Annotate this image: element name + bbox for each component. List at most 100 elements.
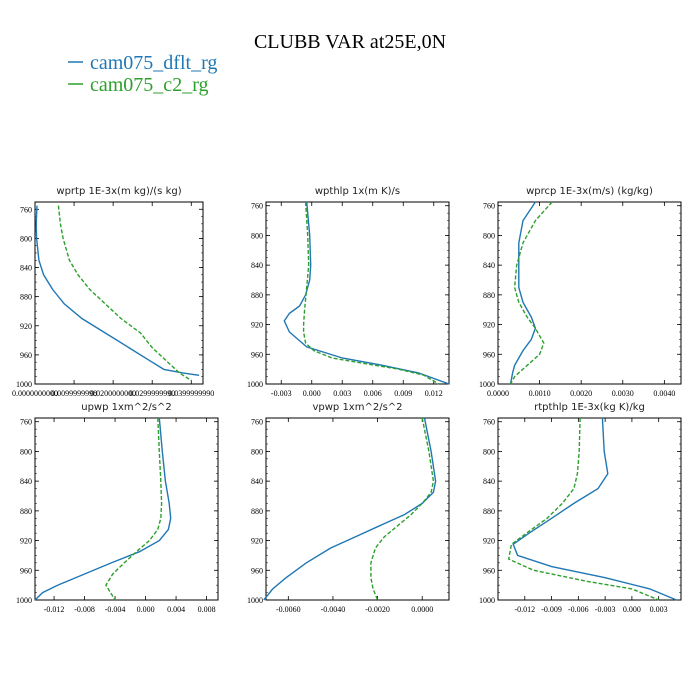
y-tick-label: 960 xyxy=(483,350,495,359)
y-tick-label: 840 xyxy=(483,261,495,270)
series-line-c2 xyxy=(509,201,553,385)
x-tick-label: 0.003 xyxy=(333,389,351,398)
plot-frame xyxy=(497,417,682,601)
panel-title: upwp 1xm^2/s^2 xyxy=(81,402,171,413)
x-tick-label: 0.0000 xyxy=(411,605,433,614)
series-line-c2 xyxy=(302,201,440,385)
y-tick-label: 840 xyxy=(251,477,263,486)
y-tick-label: 760 xyxy=(20,418,32,427)
series-line-dflt xyxy=(34,417,172,601)
panel-title: wpthlp 1x(m K)/s xyxy=(315,186,400,197)
panel-6: rtpthlp 1E-3x(kg K)/kg 760 800 840 880 920 960… xyxy=(479,402,682,614)
y-tick-label: 760 xyxy=(251,418,263,427)
x-tick-label: 0.003 xyxy=(650,605,668,614)
y-tick-label: 800 xyxy=(483,231,495,240)
x-tick-label: 0.0399999990 xyxy=(168,389,214,398)
series-line-dflt xyxy=(512,417,677,601)
y-tick-label: 880 xyxy=(20,507,32,516)
x-tick-label: 0.0020 xyxy=(570,389,592,398)
series-line-c2 xyxy=(507,417,659,601)
panel-title: rtpthlp 1E-3x(kg K)/kg xyxy=(534,402,645,413)
plot-frame xyxy=(34,201,204,385)
legend-label-dflt: cam075_dflt_rg xyxy=(90,52,217,74)
y-tick-label: 960 xyxy=(251,350,263,359)
x-tick-label: -0.008 xyxy=(74,605,95,614)
x-tick-label: -0.0040 xyxy=(321,605,346,614)
panel-title: wprcp 1E-3x(m/s) (kg/kg) xyxy=(526,186,653,197)
y-tick-label: 880 xyxy=(20,293,32,302)
y-tick-label: 880 xyxy=(251,291,263,300)
x-tick-label: 0.0200000000 xyxy=(90,389,136,398)
y-tick-label: 1000 xyxy=(16,596,32,605)
y-tick-label: 1000 xyxy=(479,380,495,389)
y-tick-label: 800 xyxy=(251,231,263,240)
y-tick-label: 1000 xyxy=(247,596,263,605)
x-tick-label: 0.0030 xyxy=(612,389,634,398)
x-tick-label: 0.000 xyxy=(137,605,155,614)
y-tick-label: 1000 xyxy=(479,596,495,605)
y-tick-label: 1000 xyxy=(247,380,263,389)
x-tick-label: -0.006 xyxy=(568,605,589,614)
y-tick-label: 840 xyxy=(20,264,32,273)
x-tick-label: -0.004 xyxy=(105,605,126,614)
x-tick-label: 0.000 xyxy=(303,389,321,398)
panel-3: wprcp 1E-3x(m/s) (kg/kg) 760 800 840 880 920 9… xyxy=(479,186,682,398)
panel-1: wprtp 1E-3x(m kg)/(s kg) 760 800 840 880 920 9… xyxy=(12,186,214,398)
plot-frame xyxy=(265,417,450,601)
y-tick-label: 920 xyxy=(20,322,32,331)
series-line-dflt xyxy=(263,417,437,601)
legend: cam075_dflt_rg cam075_c2_rg xyxy=(68,52,217,96)
legend-label-c2: cam075_c2_rg xyxy=(90,74,209,96)
x-tick-label: 0.012 xyxy=(425,389,443,398)
plot-frame xyxy=(497,201,682,385)
x-tick-label: -0.012 xyxy=(44,605,65,614)
x-tick-label: -0.0020 xyxy=(365,605,390,614)
series-line-dflt xyxy=(35,205,200,376)
figure-title: CLUBB VAR at25E,0N xyxy=(254,31,446,53)
y-tick-label: 920 xyxy=(483,537,495,546)
series-line-dflt xyxy=(283,201,450,385)
x-tick-label: 0.0299999990 xyxy=(129,389,175,398)
y-tick-label: 880 xyxy=(483,507,495,516)
y-tick-label: 960 xyxy=(483,566,495,575)
y-tick-label: 840 xyxy=(251,261,263,270)
y-tick-label: 920 xyxy=(251,321,263,330)
y-tick-label: 760 xyxy=(483,202,495,211)
x-tick-label: -0.003 xyxy=(271,389,292,398)
panels: wprtp 1E-3x(m kg)/(s kg) 760 800 840 880 920 9… xyxy=(12,186,682,614)
panel-4: upwp 1xm^2/s^2 760 800 840 880 920 960 1000 -0.0… xyxy=(16,402,219,614)
series-line-c2 xyxy=(370,417,435,601)
y-tick-label: 800 xyxy=(483,447,495,456)
x-tick-label: -0.003 xyxy=(595,605,616,614)
y-tick-label: 800 xyxy=(251,447,263,456)
x-tick-label: 0.0040 xyxy=(653,389,675,398)
y-tick-label: 760 xyxy=(20,205,32,214)
y-tick-label: 800 xyxy=(20,234,32,243)
series-line-c2 xyxy=(105,417,163,601)
x-tick-label: 0.0000000000 xyxy=(12,389,58,398)
y-tick-label: 920 xyxy=(251,537,263,546)
y-tick-label: 840 xyxy=(483,477,495,486)
x-tick-label: 0.009 xyxy=(394,389,412,398)
series-line-dflt xyxy=(509,201,537,385)
plot-frame xyxy=(265,201,450,385)
plot-frame xyxy=(34,417,219,601)
x-tick-label: -0.012 xyxy=(514,605,535,614)
y-tick-label: 920 xyxy=(20,537,32,546)
y-tick-label: 840 xyxy=(20,477,32,486)
x-tick-label: 0.008 xyxy=(198,605,216,614)
panel-5: vpwp 1xm^2/s^2 760 800 840 880 920 960 1000 -0.0… xyxy=(247,402,450,614)
y-tick-label: 760 xyxy=(483,418,495,427)
x-tick-label: 0.000 xyxy=(623,605,641,614)
panel-title: vpwp 1xm^2/s^2 xyxy=(312,402,402,413)
series-line-c2 xyxy=(57,205,192,381)
x-tick-label: 0.0010 xyxy=(529,389,551,398)
y-tick-label: 760 xyxy=(251,202,263,211)
y-tick-label: 960 xyxy=(251,566,263,575)
y-tick-label: 920 xyxy=(483,321,495,330)
y-tick-label: 880 xyxy=(251,507,263,516)
panel-2: wpthlp 1x(m K)/s 760 800 840 880 920 960 1000 -0… xyxy=(247,186,450,398)
y-tick-label: 960 xyxy=(20,351,32,360)
x-tick-label: -0.009 xyxy=(541,605,562,614)
